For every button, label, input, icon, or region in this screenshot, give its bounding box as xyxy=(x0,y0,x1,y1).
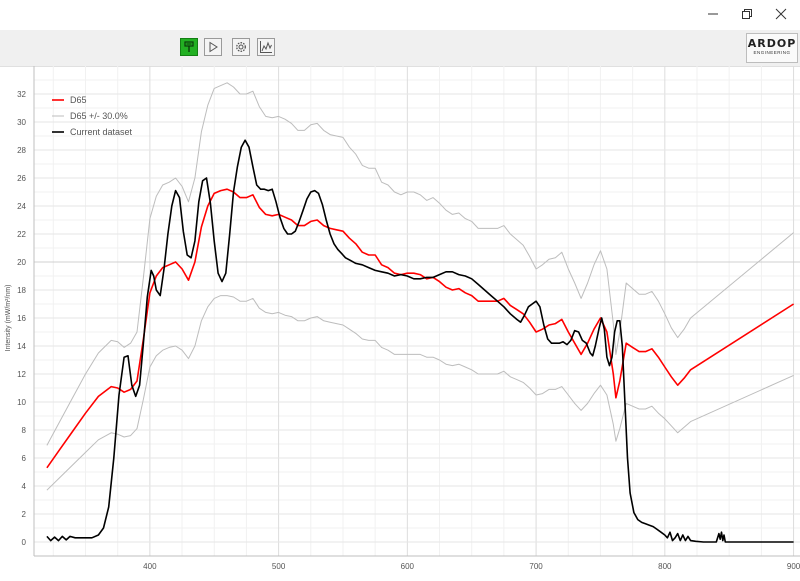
x-tick-label: 400 xyxy=(143,562,157,571)
y-tick-label: 24 xyxy=(17,202,26,211)
title-bar xyxy=(0,0,800,30)
restore-button[interactable] xyxy=(730,0,764,28)
y-tick-label: 4 xyxy=(22,482,27,491)
minimize-button[interactable] xyxy=(696,0,730,28)
gear-icon xyxy=(236,42,246,52)
chart-button[interactable] xyxy=(257,38,275,56)
chart-icon xyxy=(260,41,272,53)
probe-button[interactable] xyxy=(180,38,198,56)
x-tick-label: 700 xyxy=(529,562,543,571)
logo-sub-text: ENGINEERING xyxy=(753,50,791,55)
y-tick-label: 6 xyxy=(22,454,27,463)
toolbar: ARDOP ENGINEERING xyxy=(0,30,800,67)
series-line xyxy=(46,139,794,543)
y-tick-label: 10 xyxy=(17,398,26,407)
y-tick-label: 26 xyxy=(17,174,26,183)
x-tick-label: 500 xyxy=(272,562,286,571)
close-button[interactable] xyxy=(764,0,798,28)
y-tick-label: 14 xyxy=(17,342,26,351)
y-tick-label: 20 xyxy=(17,258,26,267)
close-icon xyxy=(775,8,787,20)
legend-label: D65 +/- 30.0% xyxy=(70,111,128,121)
x-tick-label: 600 xyxy=(401,562,415,571)
series-line xyxy=(46,295,794,491)
play-button[interactable] xyxy=(204,38,222,56)
spectrum-chart: 0 2 4 6 8 10 12 14 16 18 20 22 24 26 28 30 32 400 500 600 70… xyxy=(0,66,800,576)
logo-main-text: ARDOP xyxy=(747,37,797,50)
y-tick-label: 0 xyxy=(22,538,27,547)
minimize-icon xyxy=(708,13,718,15)
legend-label: D65 xyxy=(70,95,87,105)
y-tick-label: 18 xyxy=(17,286,26,295)
y-tick-label: 2 xyxy=(22,510,27,519)
y-axis-label: Intensity (mW/m²/nm) xyxy=(5,285,12,352)
y-tick-label: 22 xyxy=(17,230,26,239)
x-tick-label: 800 xyxy=(658,562,672,571)
y-tick-label: 16 xyxy=(17,314,26,323)
series-line xyxy=(46,82,794,446)
x-tick-label: 900 xyxy=(787,562,800,571)
y-tick-label: 8 xyxy=(22,426,27,435)
series-line xyxy=(46,188,795,469)
y-tick-label: 28 xyxy=(17,146,26,155)
y-tick-label: 12 xyxy=(17,370,26,379)
probe-icon xyxy=(184,41,194,52)
restore-icon xyxy=(742,9,752,19)
settings-button[interactable] xyxy=(232,38,250,56)
play-icon xyxy=(209,41,218,53)
y-tick-label: 32 xyxy=(17,90,26,99)
legend-label: Current dataset xyxy=(70,127,133,137)
y-tick-label: 30 xyxy=(17,118,26,127)
ardop-logo: ARDOP ENGINEERING xyxy=(746,33,798,63)
